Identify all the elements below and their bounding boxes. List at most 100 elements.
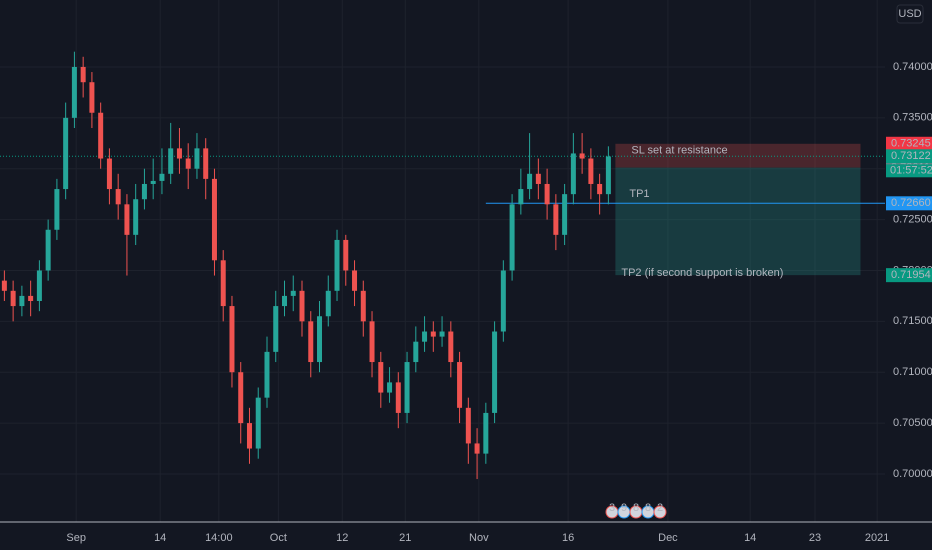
candle-body xyxy=(483,412,489,454)
candle-body xyxy=(98,112,104,159)
candle-body xyxy=(422,331,428,342)
candle-body xyxy=(185,158,191,169)
x-tick-label: 14:00 xyxy=(205,532,233,544)
zone-label: SL set at resistance xyxy=(631,145,727,157)
price-tag xyxy=(886,149,932,164)
tp1-label: TP1 xyxy=(629,188,649,200)
candle-body xyxy=(71,66,77,118)
candle-body xyxy=(465,407,471,444)
candle-body xyxy=(176,148,182,159)
candle-body xyxy=(290,290,296,296)
candle-body xyxy=(159,173,165,181)
countdown: 01:57:52 xyxy=(890,165,932,177)
candle-body xyxy=(220,260,226,307)
y-tick-label: 0.73500 xyxy=(893,112,932,124)
y-tick-label: 0.72500 xyxy=(893,213,932,225)
candle-body xyxy=(115,189,121,205)
candle-body xyxy=(500,270,506,332)
candle-body xyxy=(509,204,515,271)
x-tick-label: Dec xyxy=(658,532,678,544)
candle-body xyxy=(518,189,524,205)
price-tag xyxy=(886,136,932,151)
candle-body xyxy=(281,295,287,307)
candle-body xyxy=(194,148,200,169)
candle-body xyxy=(203,148,209,179)
candle-body xyxy=(141,183,147,200)
candle-body xyxy=(343,239,349,271)
event-badge-label: 9 xyxy=(621,502,627,514)
candle-body xyxy=(273,306,279,352)
candle-body xyxy=(579,153,585,159)
candle-body xyxy=(395,382,401,413)
candle-body xyxy=(299,290,305,322)
candle-body xyxy=(352,270,358,291)
candle-body xyxy=(430,331,436,337)
candle-body xyxy=(404,362,410,413)
candle-body xyxy=(264,351,270,398)
event-badge-label: 2 xyxy=(657,502,663,514)
countdown-bg xyxy=(886,164,932,178)
candle-body xyxy=(570,153,576,195)
candle-body xyxy=(238,372,244,424)
candle-body xyxy=(1,280,7,291)
x-tick-label: Sep xyxy=(66,532,86,544)
x-tick-label: 2021 xyxy=(865,532,889,544)
candle-body xyxy=(413,341,419,363)
candle-body xyxy=(133,199,139,235)
currency-badge[interactable] xyxy=(896,4,924,24)
candle-body xyxy=(10,290,16,307)
y-tick-label: 0.70000 xyxy=(893,468,932,480)
price-tag-label: 0.72660 xyxy=(891,197,931,209)
candle-body xyxy=(360,290,366,322)
event-badge-label: 8 xyxy=(633,502,639,514)
y-tick-label: 0.71000 xyxy=(893,366,932,378)
currency: USD xyxy=(898,8,921,20)
candle-body xyxy=(553,204,559,235)
plot-area: SL set at resistance TP2 (if second suppo… xyxy=(0,0,885,522)
candle-body xyxy=(150,180,156,184)
candle-body xyxy=(106,158,112,190)
candle-body xyxy=(457,362,463,408)
y-tick-label: 0.70500 xyxy=(893,417,932,429)
candle-body xyxy=(45,229,51,271)
candle-body xyxy=(605,156,611,195)
candle-body xyxy=(588,158,594,184)
candle-body xyxy=(597,183,603,195)
price-tag-label: 0.73245 xyxy=(891,138,931,150)
y-tick-label: 0.71500 xyxy=(893,315,932,327)
price-tag-label: 0.71954 xyxy=(891,269,931,281)
candle-body xyxy=(211,178,217,261)
x-tick-label: 21 xyxy=(399,532,411,544)
x-tick-label: 14 xyxy=(744,532,756,544)
price-tag xyxy=(886,196,932,211)
candle-body xyxy=(492,331,498,413)
zone-label: TP2 (if second support is broken) xyxy=(621,267,783,279)
x-tick-label: 16 xyxy=(562,532,574,544)
candle-body xyxy=(255,397,261,449)
candle-body xyxy=(325,290,331,317)
x-tick-label: Oct xyxy=(270,532,287,544)
candle-body xyxy=(317,316,323,363)
candle-body xyxy=(63,117,69,190)
candle-body xyxy=(535,173,541,184)
x-tick-label: 12 xyxy=(336,532,348,544)
candle-body xyxy=(124,204,130,235)
event-badge[interactable] xyxy=(653,505,667,519)
candle-body xyxy=(544,183,550,205)
price-tag-label: 0.73122 xyxy=(891,150,931,162)
candle-body xyxy=(474,443,480,454)
x-tick-label: 14 xyxy=(154,532,166,544)
event-badge-label: 8 xyxy=(645,502,651,514)
candle-body xyxy=(527,173,533,190)
candle-body xyxy=(448,331,454,363)
candle-body xyxy=(387,382,393,393)
candle-body xyxy=(36,270,42,301)
candle-body xyxy=(229,306,235,373)
x-tick-label: Nov xyxy=(469,532,489,544)
candle-body xyxy=(168,148,174,174)
y-tick-label: 0.74000 xyxy=(893,61,932,73)
price-tag xyxy=(886,268,932,283)
candle-body xyxy=(369,321,375,363)
